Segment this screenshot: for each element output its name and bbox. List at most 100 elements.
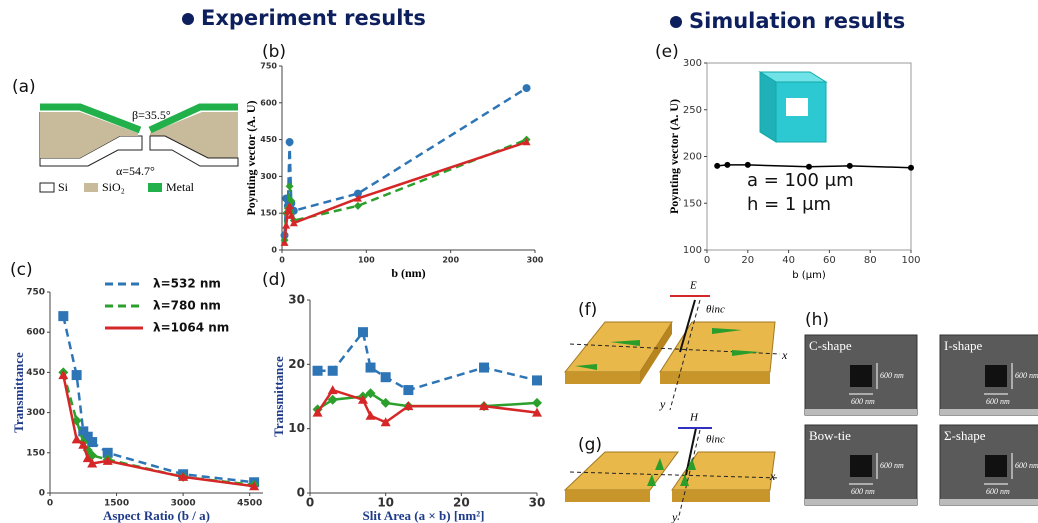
scale-strip <box>805 409 917 415</box>
y-tick-label: 30 <box>288 293 305 307</box>
legend-label: λ=780 nm <box>153 299 221 313</box>
shape-name: C-shape <box>809 338 852 353</box>
marker <box>745 162 751 168</box>
y-tick-label: 600 <box>260 98 277 107</box>
x-tick-label: 0 <box>47 499 53 509</box>
y-tick-label: 150 <box>683 198 702 209</box>
legend-swatch <box>40 183 54 192</box>
legend-label: Si <box>58 180 69 194</box>
nanostructure <box>985 365 1007 387</box>
marker <box>366 363 376 373</box>
panel-label: (c) <box>10 260 33 280</box>
x-axis-label: b (μm) <box>792 270 826 281</box>
legend-label: λ=532 nm <box>153 277 221 291</box>
nanostructure <box>985 455 1007 477</box>
y-tick-label: 100 <box>683 245 702 256</box>
y-tick-label: 300 <box>260 172 277 181</box>
x-tick-label: 100 <box>901 255 920 266</box>
marker <box>328 385 338 394</box>
y-tick-label: 150 <box>26 448 45 458</box>
dim-label: 600 nm <box>986 397 1010 406</box>
shape-name: Bow-tie <box>809 428 851 443</box>
bullet <box>182 13 194 25</box>
legend-label: SiO₂ <box>102 180 125 194</box>
y-tick-label: 0 <box>39 489 45 499</box>
marker <box>532 398 542 408</box>
x-tick-label: 80 <box>864 255 877 266</box>
marker <box>532 375 542 385</box>
panel-label: (f) <box>578 300 597 320</box>
series-line <box>318 332 537 390</box>
axis-name: x <box>769 469 776 483</box>
annotation: a = 100 μm <box>747 170 854 191</box>
dim-label: 600 nm <box>851 397 875 406</box>
marker <box>87 437 97 447</box>
y-tick-label: 450 <box>260 135 277 144</box>
shape-name: Σ-shape <box>944 428 986 443</box>
marker <box>714 163 720 169</box>
x-tick-label: 20 <box>741 255 754 266</box>
scale-strip <box>940 409 1038 415</box>
dim-label: 600 nm <box>851 487 875 496</box>
y-tick-label: 20 <box>288 357 305 371</box>
axis-name: y <box>671 510 678 523</box>
panel-label: (b) <box>262 42 286 62</box>
marker <box>358 327 368 337</box>
panel-label: (g) <box>578 435 602 455</box>
marker <box>58 311 68 321</box>
y-tick-label: 150 <box>260 209 277 218</box>
y-tick-label: 750 <box>260 62 277 71</box>
nanostructure <box>850 365 872 387</box>
y-tick-label: 750 <box>26 288 45 298</box>
nanostructure <box>850 455 872 477</box>
bullet <box>670 16 682 28</box>
y-tick-label: 300 <box>26 408 45 418</box>
marker <box>806 164 812 170</box>
panel-label: (e) <box>655 42 679 62</box>
field-label: H <box>689 412 699 424</box>
x-tick-label: 60 <box>823 255 836 266</box>
marker <box>286 182 294 190</box>
scale-strip <box>940 499 1038 505</box>
panel-label: (d) <box>262 270 286 290</box>
dim-label: 600 nm <box>986 487 1010 496</box>
x-axis-label: Slit Area (a × b) [nm²] <box>363 508 485 523</box>
x-tick-label: 0 <box>306 496 314 510</box>
panel-label: (a) <box>12 77 36 97</box>
y-tick-label: 0 <box>271 246 277 255</box>
dim-label: 600 nm <box>880 371 904 380</box>
panel-label: (h) <box>805 310 829 330</box>
x-axis-label: Aspect Ratio (b / a) <box>103 508 210 523</box>
y-axis-label: Transmittance <box>11 352 26 433</box>
y-tick-label: 250 <box>683 105 702 116</box>
marker <box>313 366 323 376</box>
legend-swatch <box>84 183 98 192</box>
axis-name: y <box>659 397 666 411</box>
legend-swatch <box>148 183 162 192</box>
x-tick-label: 40 <box>782 255 795 266</box>
series-line <box>285 142 527 243</box>
inset-block <box>760 72 826 142</box>
legend-label: λ=1064 nm <box>153 321 229 335</box>
angle-label: θinc <box>706 434 725 446</box>
y-tick-label: 600 <box>26 328 45 338</box>
panel-f: (f) E θinc x y <box>565 280 788 411</box>
heading: Simulation results <box>689 9 905 33</box>
field-label: E <box>689 280 697 292</box>
y-tick-label: 0 <box>297 486 305 500</box>
y-axis-label: Poynting vector (A. U) <box>667 99 681 214</box>
slit <box>786 98 808 116</box>
marker <box>328 366 338 376</box>
angle-label: α=54.7° <box>116 164 155 178</box>
y-axis-label: Poynting vector (A. U) <box>244 100 258 215</box>
marker <box>366 411 376 420</box>
heading: Experiment results <box>201 6 426 30</box>
x-tick-label: 200 <box>442 256 459 265</box>
marker <box>354 202 362 210</box>
marker <box>523 84 531 92</box>
y-tick-label: 200 <box>683 152 702 163</box>
panel-g: (g) H θinc x y <box>565 412 780 523</box>
series-line <box>63 375 254 486</box>
x-tick-label: 100 <box>358 256 375 265</box>
axis-name: x <box>781 348 788 362</box>
